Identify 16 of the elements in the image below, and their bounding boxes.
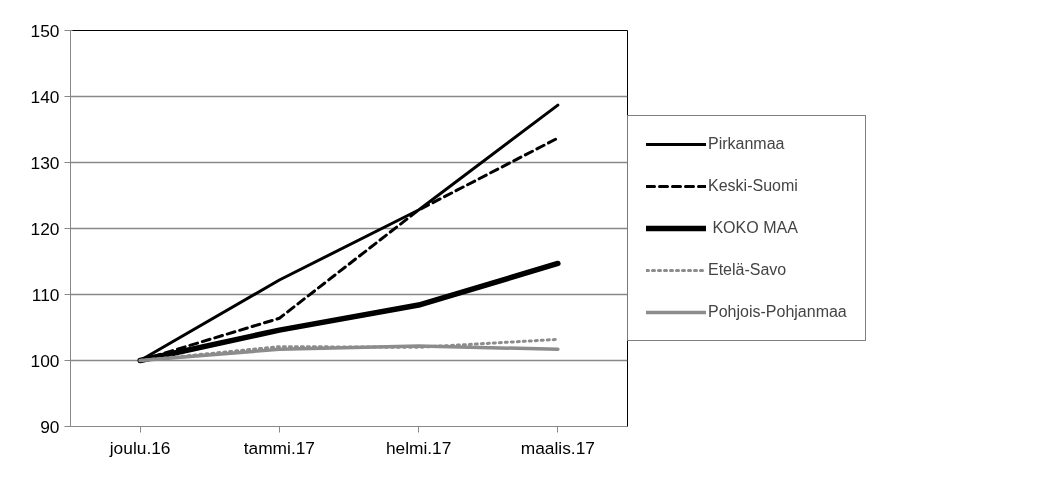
x-tick-label: maalis.17: [520, 437, 595, 458]
y-tick-label: 90: [40, 416, 60, 437]
y-tick-label: 140: [30, 86, 60, 107]
legend-label: Etelä-Savo: [708, 261, 787, 279]
y-tick-label: 120: [30, 218, 60, 239]
y-tick-label: 110: [31, 284, 60, 305]
legend-label: Keski-Suomi: [708, 177, 798, 195]
x-tick-label: tammi.17: [243, 437, 316, 458]
legend-label: Pohjois-Pohjanmaa: [708, 303, 847, 321]
x-tick-label: joulu.16: [108, 437, 171, 458]
y-tick-label: 150: [30, 20, 60, 41]
x-tick-label: helmi.17: [385, 437, 452, 458]
legend-label: Pirkanmaa: [708, 135, 785, 153]
y-tick-label: 130: [30, 152, 60, 173]
y-tick-label: 100: [30, 350, 60, 371]
legend-label: KOKO MAA: [711, 219, 798, 237]
